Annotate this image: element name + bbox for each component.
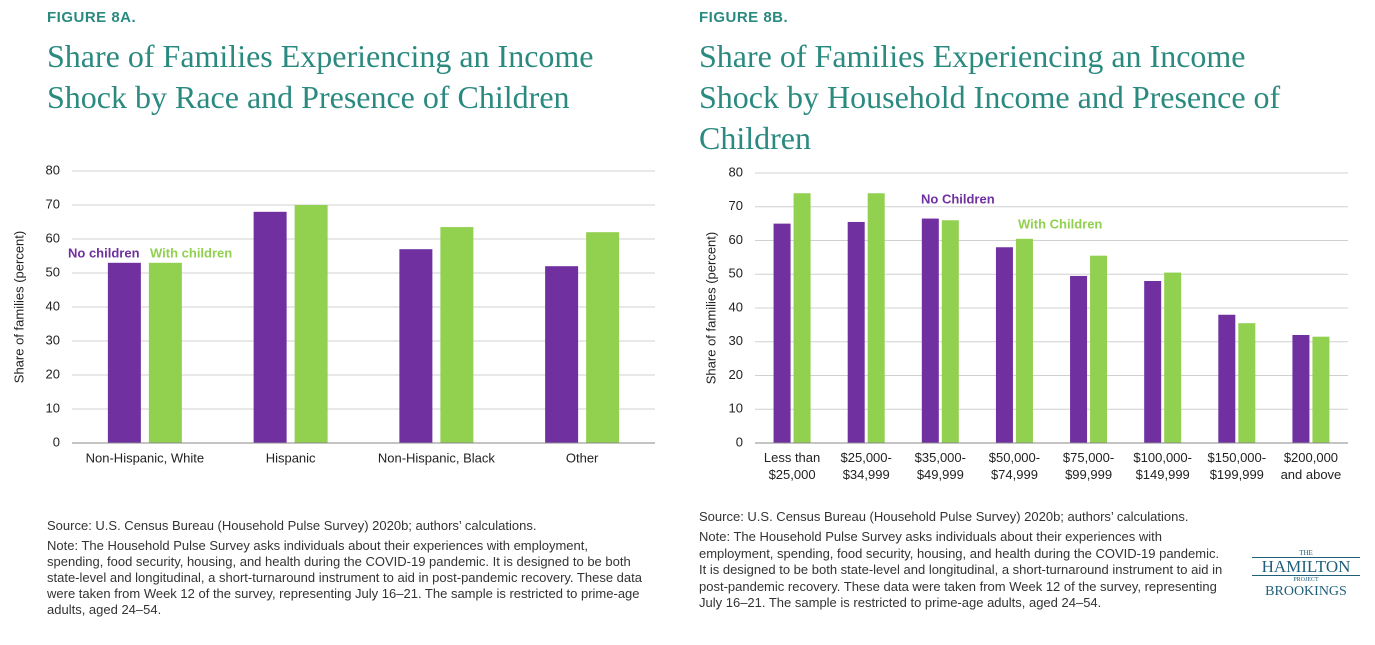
y-tick-label: 40 xyxy=(729,299,743,314)
y-tick-label: 70 xyxy=(729,198,743,213)
bar xyxy=(545,266,579,443)
logo-text: PROJECT xyxy=(1293,577,1319,583)
series-label: With children xyxy=(150,245,232,260)
bar xyxy=(921,218,939,443)
y-tick-label: 50 xyxy=(729,266,743,281)
chart-title: Share of Families Experiencing an Income… xyxy=(47,38,594,115)
x-tick-label: $50,000-$74,999 xyxy=(989,450,1040,482)
y-axis-label: Share of families (percent) xyxy=(11,231,26,383)
y-tick-label: 10 xyxy=(46,400,60,415)
series-label: No children xyxy=(68,245,140,260)
y-tick-label: 60 xyxy=(46,230,60,245)
logo: THE HAMILTON PROJECT BROOKINGS xyxy=(1252,549,1360,600)
bar xyxy=(1292,335,1310,443)
bar xyxy=(773,223,791,443)
bar xyxy=(1090,255,1108,443)
y-tick-label: 20 xyxy=(46,366,60,381)
bar xyxy=(1218,314,1236,443)
bar xyxy=(399,249,433,443)
bar xyxy=(1070,275,1088,443)
bar xyxy=(995,247,1013,443)
y-tick-label: 60 xyxy=(729,232,743,247)
bar xyxy=(294,205,328,443)
x-tick-label: $200,000 and above xyxy=(1281,450,1342,482)
bar xyxy=(1312,336,1330,443)
x-tick-label: $150,000-$199,999 xyxy=(1208,450,1267,482)
y-tick-label: 30 xyxy=(729,333,743,348)
bar xyxy=(253,211,287,443)
bar xyxy=(1144,281,1162,443)
logo-text: BROOKINGS xyxy=(1265,584,1347,599)
x-tick-label: Non-Hispanic, Black xyxy=(378,450,496,465)
series-label: With Children xyxy=(1018,216,1102,231)
source: Source: U.S. Census Bureau (Household Pu… xyxy=(47,518,537,533)
note: Note: The Household Pulse Survey asks in… xyxy=(47,538,642,617)
x-tick-label: Hispanic xyxy=(266,450,316,465)
bar xyxy=(1238,323,1256,443)
bar xyxy=(586,232,620,443)
x-tick-label: Non-Hispanic, White xyxy=(86,450,205,465)
bar xyxy=(1164,272,1182,443)
x-tick-label: $35,000-$49,999 xyxy=(915,450,966,482)
y-tick-label: 0 xyxy=(736,434,743,449)
y-tick-label: 50 xyxy=(46,264,60,279)
note: Note: The Household Pulse Survey asks in… xyxy=(699,529,1223,610)
series-label: No Children xyxy=(921,191,995,206)
bar xyxy=(941,220,959,443)
y-tick-label: 80 xyxy=(729,164,743,179)
bar xyxy=(440,227,474,443)
bar xyxy=(793,193,811,443)
bar xyxy=(847,221,865,443)
source: Source: U.S. Census Bureau (Household Pu… xyxy=(699,509,1189,524)
figure-label: FIGURE 8B. xyxy=(699,9,789,26)
y-tick-label: 0 xyxy=(53,434,60,449)
logo-text: HAMILTON xyxy=(1252,557,1360,576)
x-tick-label: $75,000-$99,999 xyxy=(1063,450,1114,482)
figure-label: FIGURE 8A. xyxy=(47,9,137,26)
y-tick-label: 30 xyxy=(46,332,60,347)
bar xyxy=(867,193,885,443)
bar xyxy=(148,262,182,443)
y-axis-label: Share of families (percent) xyxy=(703,232,718,384)
y-tick-label: 10 xyxy=(729,401,743,416)
y-tick-label: 80 xyxy=(46,162,60,177)
y-tick-label: 40 xyxy=(46,298,60,313)
bar xyxy=(1015,238,1033,443)
x-tick-label: $100,000-$149,999 xyxy=(1133,450,1192,482)
chart-title: Share of Families Experiencing an Income… xyxy=(699,38,1281,156)
y-tick-label: 20 xyxy=(729,367,743,382)
bar xyxy=(107,262,141,443)
logo-text: THE xyxy=(1299,549,1313,557)
x-tick-label: Less than $25,000 xyxy=(764,450,820,482)
y-tick-label: 70 xyxy=(46,196,60,211)
x-tick-label: Other xyxy=(566,450,599,465)
x-tick-label: $25,000-$34,999 xyxy=(841,450,892,482)
